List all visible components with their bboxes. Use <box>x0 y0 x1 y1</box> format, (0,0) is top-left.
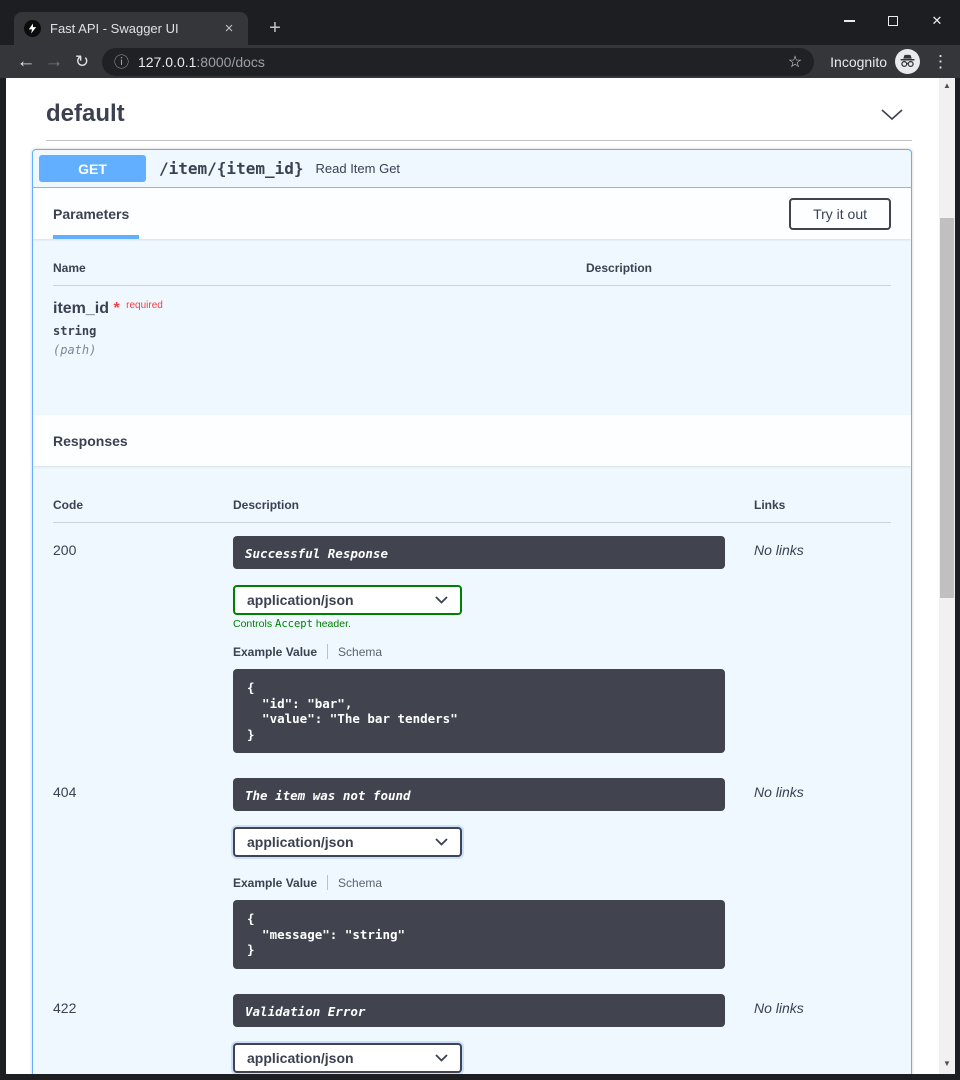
browser-menu-button[interactable]: ⋮ <box>932 51 949 71</box>
response-code: 404 <box>53 784 77 800</box>
bookmark-star-icon[interactable]: ☆ <box>787 53 803 71</box>
scrollbar-thumb[interactable] <box>940 218 954 598</box>
required-asterisk: * <box>113 300 120 317</box>
response-row-404: 404 The item was not found application/j… <box>53 765 891 981</box>
incognito-label: Incognito <box>830 53 887 70</box>
responses-header: Responses <box>33 415 911 466</box>
collapse-chevron-icon[interactable] <box>880 108 904 121</box>
endpoint-summary[interactable]: GET /item/{item_id} Read Item Get <box>33 150 911 188</box>
col-header-description: Description <box>586 261 653 275</box>
window-maximize-button[interactable] <box>882 10 904 32</box>
schema-tab[interactable]: Schema <box>338 875 383 890</box>
opblock-get: GET /item/{item_id} Read Item Get Parame… <box>32 149 912 1074</box>
tag-title: default <box>46 100 125 127</box>
example-code-block: { "message": "string" } <box>233 900 725 969</box>
minimize-icon <box>843 20 855 22</box>
param-type: string <box>53 324 97 338</box>
browser-toolbar: ← → ↻ ⓘ 127.0.0.1:8000/docs ☆ Incognito … <box>0 45 960 78</box>
example-value-tab[interactable]: Example Value <box>233 875 318 890</box>
example-value-tab[interactable]: Example Value <box>233 644 318 659</box>
response-description: The item was not found <box>233 778 725 811</box>
parameters-header: Parameters Try it out <box>33 188 911 239</box>
schema-tab[interactable]: Schema <box>338 644 383 659</box>
window-controls: ✕ <box>838 10 948 32</box>
forward-button[interactable]: → <box>44 50 64 72</box>
scroll-up-arrow-icon[interactable]: ▲ <box>943 81 951 90</box>
col-header-links: Links <box>754 498 786 512</box>
page-viewport: default GET /item/{item_id} Read Item Ge… <box>6 78 955 1074</box>
method-badge: GET <box>39 155 146 182</box>
endpoint-description: Read Item Get <box>315 161 401 176</box>
response-description: Successful Response <box>233 536 725 569</box>
parameters-table: Name Description item_id * required stri… <box>33 239 911 415</box>
col-header-name: Name <box>53 261 86 275</box>
new-tab-button[interactable]: + <box>269 17 281 39</box>
parameters-tab: Parameters <box>53 188 139 239</box>
response-links: No links <box>754 784 804 800</box>
responses-table: Code Description Links 200 Successful Re… <box>33 466 911 1074</box>
media-type-select[interactable]: application/json <box>233 1042 462 1073</box>
page-scrollbar[interactable]: ▲ ▼ <box>939 78 955 1074</box>
required-label: required <box>126 300 163 311</box>
response-description: Validation Error <box>233 993 725 1027</box>
try-it-out-button[interactable]: Try it out <box>789 197 891 230</box>
site-info-icon[interactable]: ⓘ <box>114 54 130 71</box>
media-type-value: application/json <box>247 592 354 608</box>
response-links: No links <box>754 542 804 558</box>
parameters-tab-underline <box>53 235 139 239</box>
tag-divider <box>46 140 912 141</box>
media-type-value: application/json <box>247 834 354 850</box>
parameter-row: item_id * required string (path) <box>53 286 891 415</box>
accept-hint: Controls Accept header. <box>233 618 351 630</box>
media-type-select[interactable]: application/json <box>233 585 462 615</box>
param-name: item_id <box>53 300 110 317</box>
tab-title: Fast API - Swagger UI <box>50 21 179 36</box>
incognito-icon <box>895 49 920 74</box>
browser-tab[interactable]: Fast API - Swagger UI × <box>14 12 248 45</box>
param-location: (path) <box>53 343 97 357</box>
reload-button[interactable]: ↻ <box>74 51 90 71</box>
example-schema-tabs: Example Value Schema <box>233 875 754 890</box>
url-text: 127.0.0.1:8000/docs <box>138 54 265 70</box>
media-type-value: application/json <box>247 1049 354 1066</box>
col-header-code: Code <box>53 498 83 512</box>
fastapi-favicon-icon <box>24 20 41 37</box>
example-schema-tabs: Example Value Schema <box>233 644 754 659</box>
tag-section-header[interactable]: default <box>32 90 912 138</box>
response-row-200: 200 Successful Response application/json… <box>53 523 891 765</box>
media-type-select[interactable]: application/json <box>233 827 462 857</box>
maximize-icon <box>888 16 898 26</box>
swagger-page: default GET /item/{item_id} Read Item Ge… <box>6 78 939 1074</box>
response-code: 200 <box>53 542 77 558</box>
responses-title: Responses <box>53 432 128 449</box>
tab-close-icon[interactable]: × <box>224 19 234 37</box>
scroll-down-arrow-icon[interactable]: ▼ <box>943 1059 951 1068</box>
chevron-down-icon <box>435 1053 448 1062</box>
endpoint-path: /item/{item_id} <box>159 159 304 178</box>
example-code-block: { "id": "bar", "value": "The bar tenders… <box>233 669 725 753</box>
response-row-422: 422 Validation Error application/json Ex… <box>53 981 891 1075</box>
parameters-tab-label: Parameters <box>53 205 130 222</box>
window-minimize-button[interactable] <box>838 10 860 32</box>
chevron-down-icon <box>435 596 448 604</box>
response-links: No links <box>754 999 804 1016</box>
back-button[interactable]: ← <box>16 50 36 72</box>
response-code: 422 <box>53 999 77 1016</box>
url-host: 127.0.0.1 <box>138 53 197 70</box>
url-bar[interactable]: ⓘ 127.0.0.1:8000/docs ☆ <box>102 47 815 76</box>
window-close-button[interactable]: ✕ <box>931 13 943 28</box>
col-header-description: Description <box>233 498 300 512</box>
browser-titlebar: Fast API - Swagger UI × + ✕ <box>0 0 960 45</box>
url-path: :8000/docs <box>196 53 265 70</box>
chevron-down-icon <box>435 838 448 846</box>
